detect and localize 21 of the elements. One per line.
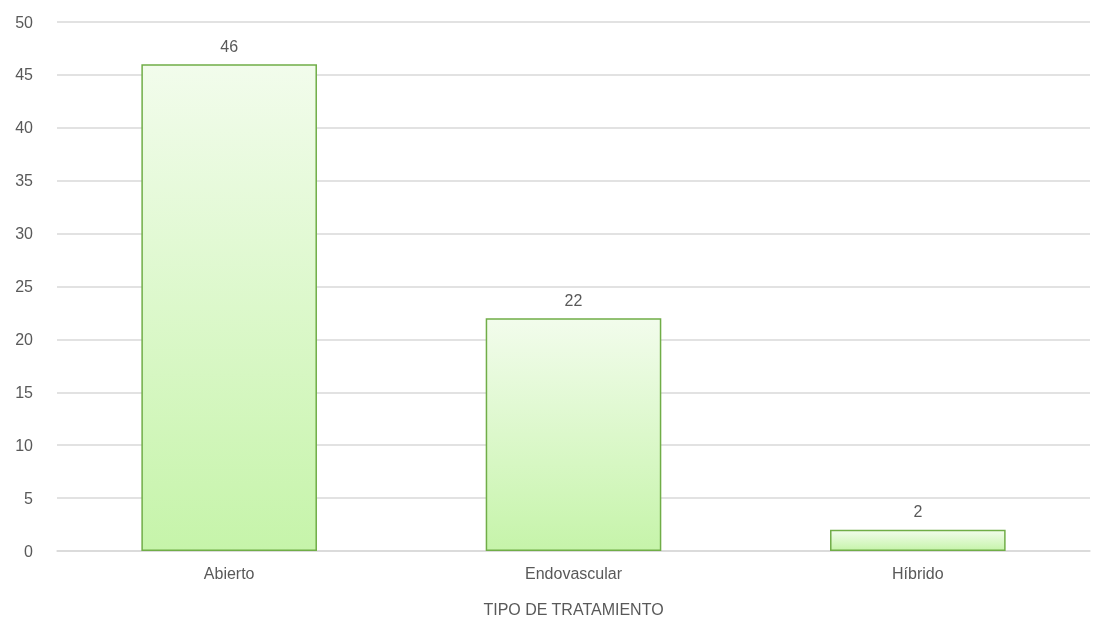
y-tick-label: 25: [15, 278, 34, 295]
y-tick-label: 50: [15, 13, 34, 31]
bar: [830, 529, 1006, 551]
y-tick-label: 5: [24, 489, 34, 507]
bar: [141, 64, 317, 551]
x-tick-label: Endovascular: [525, 564, 623, 582]
y-tick-label: 0: [24, 542, 34, 560]
y-tick-label: 15: [15, 383, 34, 401]
y-tick-label: 20: [15, 330, 34, 348]
data-label: 2: [913, 503, 923, 521]
y-tick-label: 40: [15, 119, 34, 137]
x-tick-label: Abierto: [203, 564, 255, 582]
data-label: 22: [564, 291, 583, 309]
y-tick-label: 10: [15, 436, 34, 454]
data-label: 46: [220, 37, 239, 55]
x-axis-title: TIPO DE TRATAMIENTO: [483, 600, 664, 618]
bar: [485, 318, 662, 551]
x-tick-label: Híbrido: [892, 564, 944, 582]
y-tick-label: 45: [15, 66, 34, 84]
y-tick-label: 35: [15, 172, 34, 190]
y-tick-label: 30: [15, 225, 34, 243]
